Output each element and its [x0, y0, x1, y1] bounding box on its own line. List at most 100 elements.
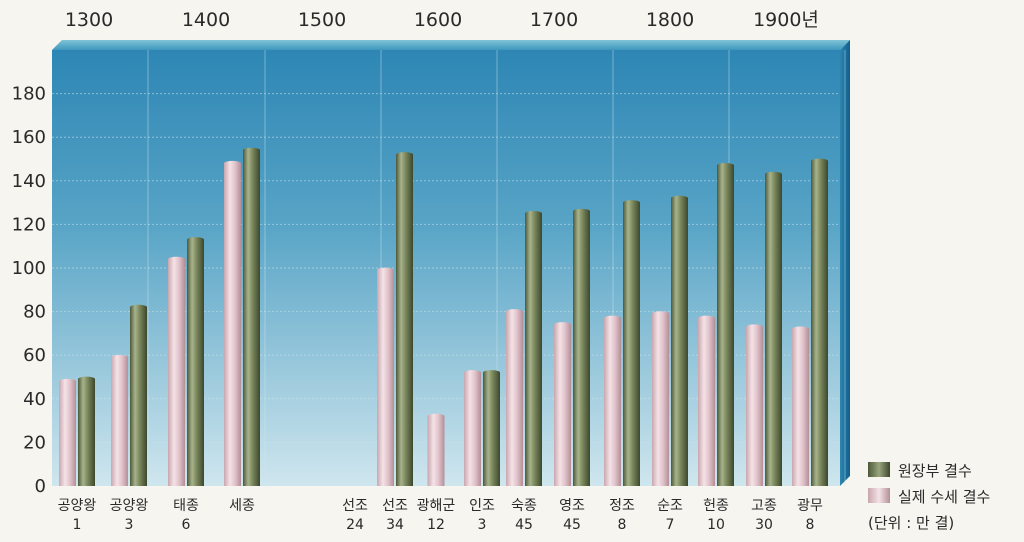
- category-year-label: 6: [182, 517, 191, 533]
- bar-pink: [506, 311, 523, 486]
- bar-green: [396, 154, 413, 486]
- bar-pink: [168, 259, 185, 486]
- category-year-label: 8: [618, 517, 627, 533]
- bar-pink-cap: [604, 315, 621, 321]
- category-year-label: 24: [346, 517, 364, 533]
- bar-pink: [111, 357, 128, 486]
- bar-pink-cap: [506, 309, 523, 315]
- bar-pink: [604, 318, 621, 486]
- bar-pink-cap: [554, 322, 571, 328]
- bar-green: [130, 307, 147, 486]
- category-year-label: 1: [73, 517, 82, 533]
- bar-pink-cap: [698, 315, 715, 321]
- category-year-label: 30: [755, 517, 773, 533]
- category-year-label: 3: [478, 517, 487, 533]
- year-label: 1500: [298, 9, 346, 31]
- legend-swatch-series1: [868, 462, 890, 477]
- ytick-label: 80: [23, 302, 46, 323]
- legend-swatch-series2: [868, 488, 890, 503]
- bar-green: [78, 379, 95, 486]
- bar-pink-cap: [168, 256, 185, 262]
- bar-green: [573, 211, 590, 486]
- bar-green: [623, 202, 640, 486]
- bar-pink-cap: [111, 354, 128, 360]
- legend-label-series1: 원장부 결수: [898, 462, 972, 480]
- bar-green-cap: [623, 200, 640, 206]
- category-label: 광무: [797, 498, 823, 514]
- bar-green-cap: [765, 171, 782, 177]
- category-year-label: 7: [666, 517, 675, 533]
- category-label: 세종: [229, 498, 255, 514]
- category-label: 선조: [382, 498, 408, 514]
- bar-pink: [59, 381, 76, 486]
- year-label: 1900년: [753, 9, 819, 31]
- ytick-label: 120: [12, 214, 46, 235]
- category-label: 고종: [751, 498, 777, 514]
- bar-green: [187, 239, 204, 486]
- bar-pink-cap: [59, 378, 76, 384]
- ytick-label: 60: [23, 345, 46, 366]
- ytick-label: 0: [35, 476, 46, 497]
- frame-right-edge: [840, 40, 850, 486]
- bar-pink-cap: [652, 311, 669, 317]
- ytick-label: 100: [12, 258, 46, 279]
- year-label: 1300: [65, 9, 113, 31]
- category-year-label: 45: [515, 517, 533, 533]
- year-label: 1400: [182, 9, 230, 31]
- legend-label-series2: 실제 수세 결수: [898, 488, 990, 506]
- bar-pink-cap: [746, 324, 763, 330]
- bar-green: [671, 198, 688, 487]
- category-year-label: 45: [563, 517, 581, 533]
- bar-green-cap: [717, 163, 734, 169]
- category-year-label: 12: [427, 517, 445, 533]
- bar-pink: [224, 163, 241, 487]
- bar-green: [765, 174, 782, 486]
- ytick-label: 20: [23, 432, 46, 453]
- bar-pink: [464, 372, 481, 486]
- category-year-label: 8: [806, 517, 815, 533]
- bar-pink: [746, 326, 763, 486]
- year-label: 1700: [530, 9, 578, 31]
- category-label: 태종: [173, 498, 199, 514]
- bar-green-cap: [483, 370, 500, 376]
- ytick-label: 160: [12, 127, 46, 148]
- bar-green-cap: [573, 208, 590, 214]
- bar-green-cap: [78, 376, 95, 382]
- legend-unit: (단위 : 만 결): [868, 514, 954, 532]
- category-year-label: 10: [707, 517, 725, 533]
- bar-pink: [427, 416, 445, 486]
- bar-pink-cap: [464, 370, 481, 376]
- bar-green: [483, 372, 500, 486]
- bar-green-cap: [671, 195, 688, 201]
- ytick-label: 140: [12, 171, 46, 192]
- x-axis: 공양왕 1 공양왕 3 태종 6 세종 선조 24 선조 34 광해군 12 인조 3 숙종 45 영조 45 정조 8…: [58, 498, 823, 533]
- category-label: 공양왕: [110, 498, 149, 514]
- year-label: 1800: [646, 9, 694, 31]
- bar-pink: [792, 329, 809, 486]
- year-axis: 1300 1400 1500 1600 1700 1800 1900년: [65, 9, 819, 31]
- bar-green: [717, 165, 734, 487]
- bar-pink-cap: [792, 326, 809, 332]
- bar-green-cap: [187, 237, 204, 243]
- category-label: 인조: [469, 498, 495, 514]
- bars: [59, 147, 828, 487]
- bar-pink-cap: [427, 413, 445, 419]
- category-year-label: 3: [125, 517, 134, 533]
- bar-green-cap: [396, 152, 413, 158]
- legend: 원장부 결수 실제 수세 결수 (단위 : 만 결): [868, 462, 990, 532]
- bar-pink-cap: [377, 267, 394, 273]
- category-label: 숙종: [511, 498, 537, 514]
- bar-pink: [554, 324, 571, 486]
- frame-top-edge: [52, 40, 850, 50]
- category-year-label: 34: [386, 517, 404, 533]
- bar-pink: [652, 313, 669, 486]
- category-label: 순조: [657, 498, 683, 514]
- category-label: 헌종: [703, 498, 729, 514]
- year-label: 1600: [414, 9, 462, 31]
- bar-green: [811, 161, 828, 486]
- bar-pink-cap: [224, 160, 241, 166]
- ytick-label: 40: [23, 389, 46, 410]
- bar-pink: [698, 318, 715, 486]
- y-axis: 0 20 40 60 80 100 120 140 160 180: [12, 84, 46, 497]
